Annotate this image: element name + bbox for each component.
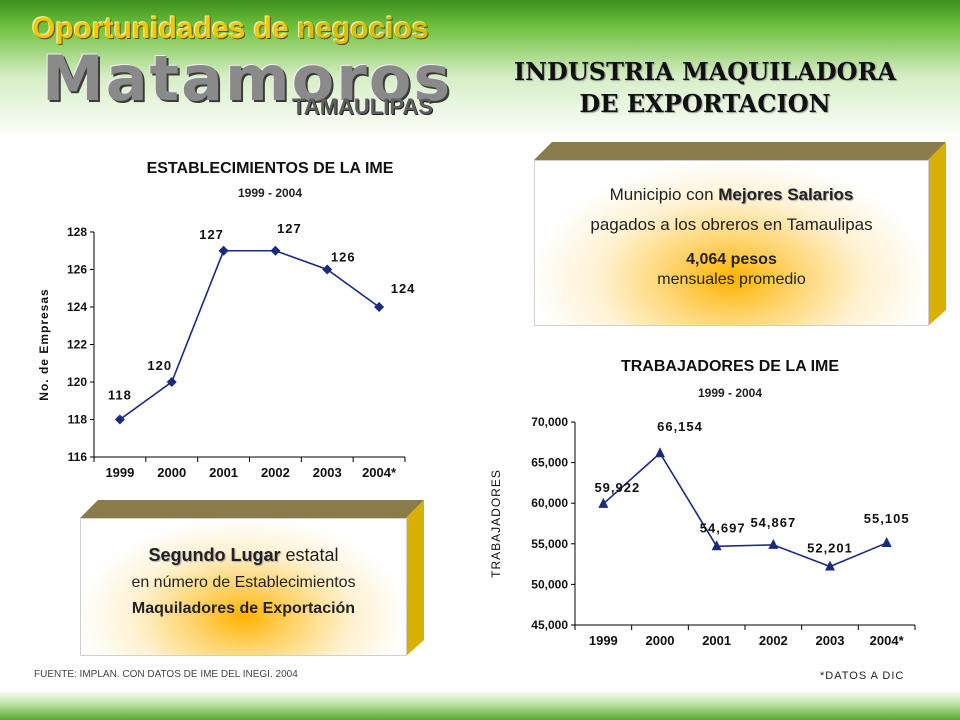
y-tick-label: 60,000 [531, 496, 568, 510]
salary-callout-3d-frame [534, 142, 946, 326]
salary-callout-panel: Municipio con Mejores Salarios pagados a… [534, 160, 929, 326]
y-tick-label: 120 [67, 375, 87, 389]
brand-city-logo: Matamoros [42, 42, 453, 115]
data-point [322, 264, 333, 275]
data-label: 118 [108, 388, 132, 403]
data-label: 127 [277, 221, 302, 236]
chart1-title: ESTABLECIMIENTOS DE LA IME [146, 160, 394, 177]
y-tick-label: 118 [68, 413, 88, 427]
y-tick-label: 50,000 [531, 577, 568, 591]
source-note: FUENTE: IMPLAN. CON DATOS DE IME DEL INE… [34, 669, 298, 680]
data-label: 54,697 [700, 520, 746, 535]
rank-line3: Maquiladores de Exportación [131, 600, 356, 617]
chart2-title: TRABAJADORES DE LA IME [620, 358, 840, 375]
brand-tagline: Oportunidades de negocios [32, 12, 429, 46]
data-point [114, 414, 125, 425]
header-gradient-band [0, 0, 960, 140]
x-tick-label: 2003 [313, 465, 342, 480]
x-tick-label: 2002 [759, 633, 788, 648]
x-tick-label: 2003 [816, 633, 845, 648]
data-point [166, 377, 177, 387]
y-axis-label: No. de Empresas [37, 288, 51, 400]
y-tick-label: 70,000 [531, 415, 568, 429]
salary-line1: Municipio con Mejores Salarios [535, 185, 928, 205]
data-point [374, 302, 385, 312]
page-title: INDUSTRIA MAQUILADORA DE EXPORTACION [470, 56, 940, 120]
y-tick-label: 124 [67, 300, 87, 314]
salary-callout: Municipio con Mejores Salarios pagados a… [534, 142, 946, 328]
data-label: 126 [331, 250, 356, 265]
rank-line2: en número de Establecimientos [131, 574, 356, 591]
x-tick-label: 2000 [157, 465, 186, 480]
data-point [881, 536, 892, 547]
data-point [218, 245, 229, 256]
x-tick-label: 1999 [105, 465, 134, 480]
y-tick-label: 128 [67, 225, 87, 239]
data-label: 54,867 [750, 515, 796, 530]
y-tick-label: 65,000 [531, 456, 568, 470]
y-axis-label: TRABAJADORES [489, 469, 503, 578]
rank-callout-panel: Segundo Lugar estatal en número de Estab… [80, 518, 407, 656]
data-point [711, 540, 722, 551]
x-tick-label: 2004* [362, 465, 397, 480]
chart1-subtitle: 1999 - 2004 [237, 186, 303, 200]
brand-state: TAMAULIPAS [292, 94, 433, 119]
data-point [270, 245, 281, 256]
data-point [768, 538, 779, 549]
data-label: 59,922 [594, 480, 640, 495]
data-label: 52,201 [807, 541, 853, 556]
series-line [602, 451, 887, 568]
chart2-subtitle: 1999 - 2004 [697, 386, 763, 400]
y-tick-label: 55,000 [531, 537, 568, 551]
y-tick-label: 122 [67, 338, 87, 352]
y-tick-label: 116 [68, 450, 88, 464]
y-tick-label: 126 [67, 263, 87, 277]
x-tick-label: 1999 [589, 633, 618, 648]
y-tick-label: 45,000 [531, 618, 568, 632]
salary-amount: 4,064 pesos [686, 251, 777, 268]
footer-gradient-band [0, 690, 960, 720]
rank-callout-3d-frame [80, 500, 424, 656]
data-label: 66,154 [657, 419, 703, 434]
data-label: 124 [391, 281, 416, 296]
data-note: *DATOS A DIC [820, 670, 905, 682]
salary-line1-bold: Mejores Salarios [718, 185, 854, 204]
x-tick-label: 2001 [702, 633, 731, 648]
data-label: 55,105 [864, 511, 910, 526]
salary-line1-prefix: Municipio con [609, 185, 719, 204]
rank-line1-rest: estatal [280, 545, 339, 565]
rank-line1-bold: Segundo Lugar [148, 545, 281, 565]
x-tick-label: 2000 [646, 633, 675, 648]
salary-line2: pagados a los obreros en Tamaulipas [590, 215, 873, 234]
page-title-line1: INDUSTRIA MAQUILADORA [513, 57, 897, 86]
data-label: 120 [147, 358, 172, 373]
x-tick-label: 2004* [870, 633, 905, 648]
salary-line4: mensuales promedio [657, 271, 806, 288]
page-title-line2: DE EXPORTACION [579, 89, 831, 118]
rank-line1: Segundo Lugar estatal [81, 545, 406, 566]
data-label: 127 [199, 227, 224, 242]
rank-callout: Segundo Lugar estatal en número de Estab… [80, 500, 424, 657]
brand-tagline-part2: negocios [297, 12, 429, 45]
data-point [655, 447, 665, 458]
data-point [598, 497, 609, 508]
x-tick-label: 2001 [209, 465, 238, 480]
series-line [119, 249, 380, 421]
x-tick-label: 2002 [261, 465, 290, 480]
brand-tagline-part1: Oportunidades de [32, 12, 289, 45]
data-point [825, 560, 835, 571]
